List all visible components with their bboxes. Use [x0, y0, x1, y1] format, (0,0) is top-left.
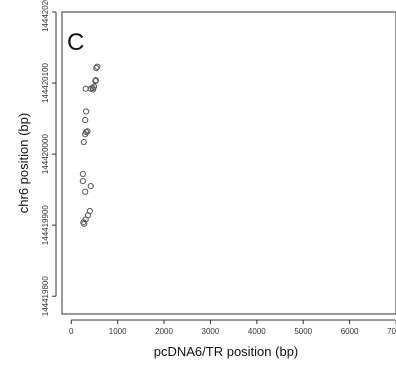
- x-tick-label: 7000: [387, 327, 396, 336]
- x-tick-label: 2000: [155, 327, 173, 336]
- data-point: [92, 77, 99, 85]
- data-point: [80, 138, 87, 146]
- y-tick-label: 144419800: [41, 276, 50, 317]
- x-tick-label: 3000: [202, 327, 220, 336]
- data-point: [93, 65, 100, 72]
- data-point: [79, 178, 86, 185]
- data-points: [79, 63, 101, 227]
- x-tick-label: 0: [69, 327, 74, 336]
- data-point: [80, 219, 87, 226]
- x-axis-label: pcDNA6/TR position (bp): [154, 344, 299, 359]
- y-tick-label: 144420100: [41, 62, 50, 103]
- data-point: [82, 85, 89, 92]
- data-point: [82, 131, 89, 138]
- y-tick-label: 144419900: [41, 205, 50, 246]
- data-point: [83, 108, 90, 115]
- data-point: [89, 86, 97, 93]
- plot-area: [61, 11, 396, 315]
- data-point: [87, 182, 94, 190]
- panel-label: C: [67, 29, 84, 56]
- data-point: [94, 63, 101, 70]
- data-point: [79, 170, 86, 178]
- x-tick-label: 4000: [248, 327, 266, 336]
- data-point: [82, 188, 89, 195]
- y-axis-label: chr6 position (bp): [16, 113, 31, 213]
- y-axis: 144419800 144419900 144420000 144420100 1444…: [41, 0, 57, 317]
- x-tick-label: 5000: [294, 327, 312, 336]
- y-tick-label: 144420200: [41, 0, 50, 32]
- x-tick-label: 1000: [109, 327, 127, 336]
- data-point: [82, 116, 89, 124]
- x-tick-label: 6000: [341, 327, 359, 336]
- x-axis: 0 1000 2000 3000 4000 5000 6000 7000: [69, 319, 396, 336]
- y-tick-label: 144420000: [41, 134, 50, 175]
- data-point: [81, 220, 88, 227]
